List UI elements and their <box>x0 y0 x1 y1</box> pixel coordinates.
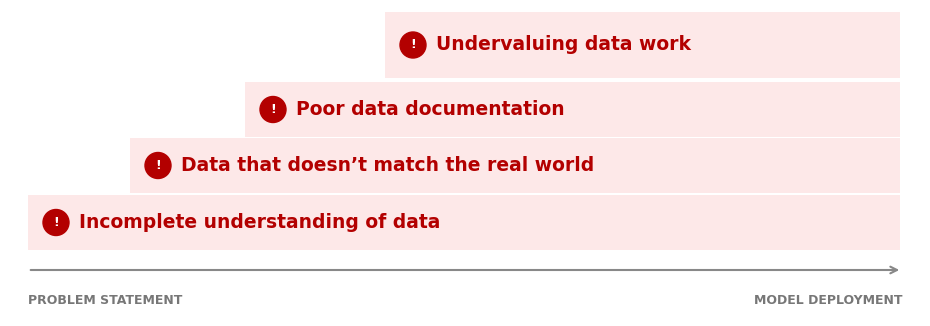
Text: !: ! <box>53 216 59 229</box>
Ellipse shape <box>400 32 426 58</box>
Bar <box>245 82 900 137</box>
Ellipse shape <box>43 210 69 235</box>
Text: Data that doesn’t match the real world: Data that doesn’t match the real world <box>181 156 594 175</box>
Bar <box>385 12 900 78</box>
Text: Undervaluing data work: Undervaluing data work <box>436 36 691 54</box>
Text: !: ! <box>155 159 161 172</box>
Text: Incomplete understanding of data: Incomplete understanding of data <box>79 213 441 232</box>
Text: PROBLEM STATEMENT: PROBLEM STATEMENT <box>28 293 182 306</box>
Ellipse shape <box>260 96 286 123</box>
Ellipse shape <box>145 153 171 179</box>
Bar <box>28 195 900 250</box>
Text: !: ! <box>410 38 416 52</box>
Bar <box>130 138 900 193</box>
Text: MODEL DEPLOYMENT: MODEL DEPLOYMENT <box>753 293 902 306</box>
Text: !: ! <box>270 103 276 116</box>
Text: Poor data documentation: Poor data documentation <box>296 100 565 119</box>
